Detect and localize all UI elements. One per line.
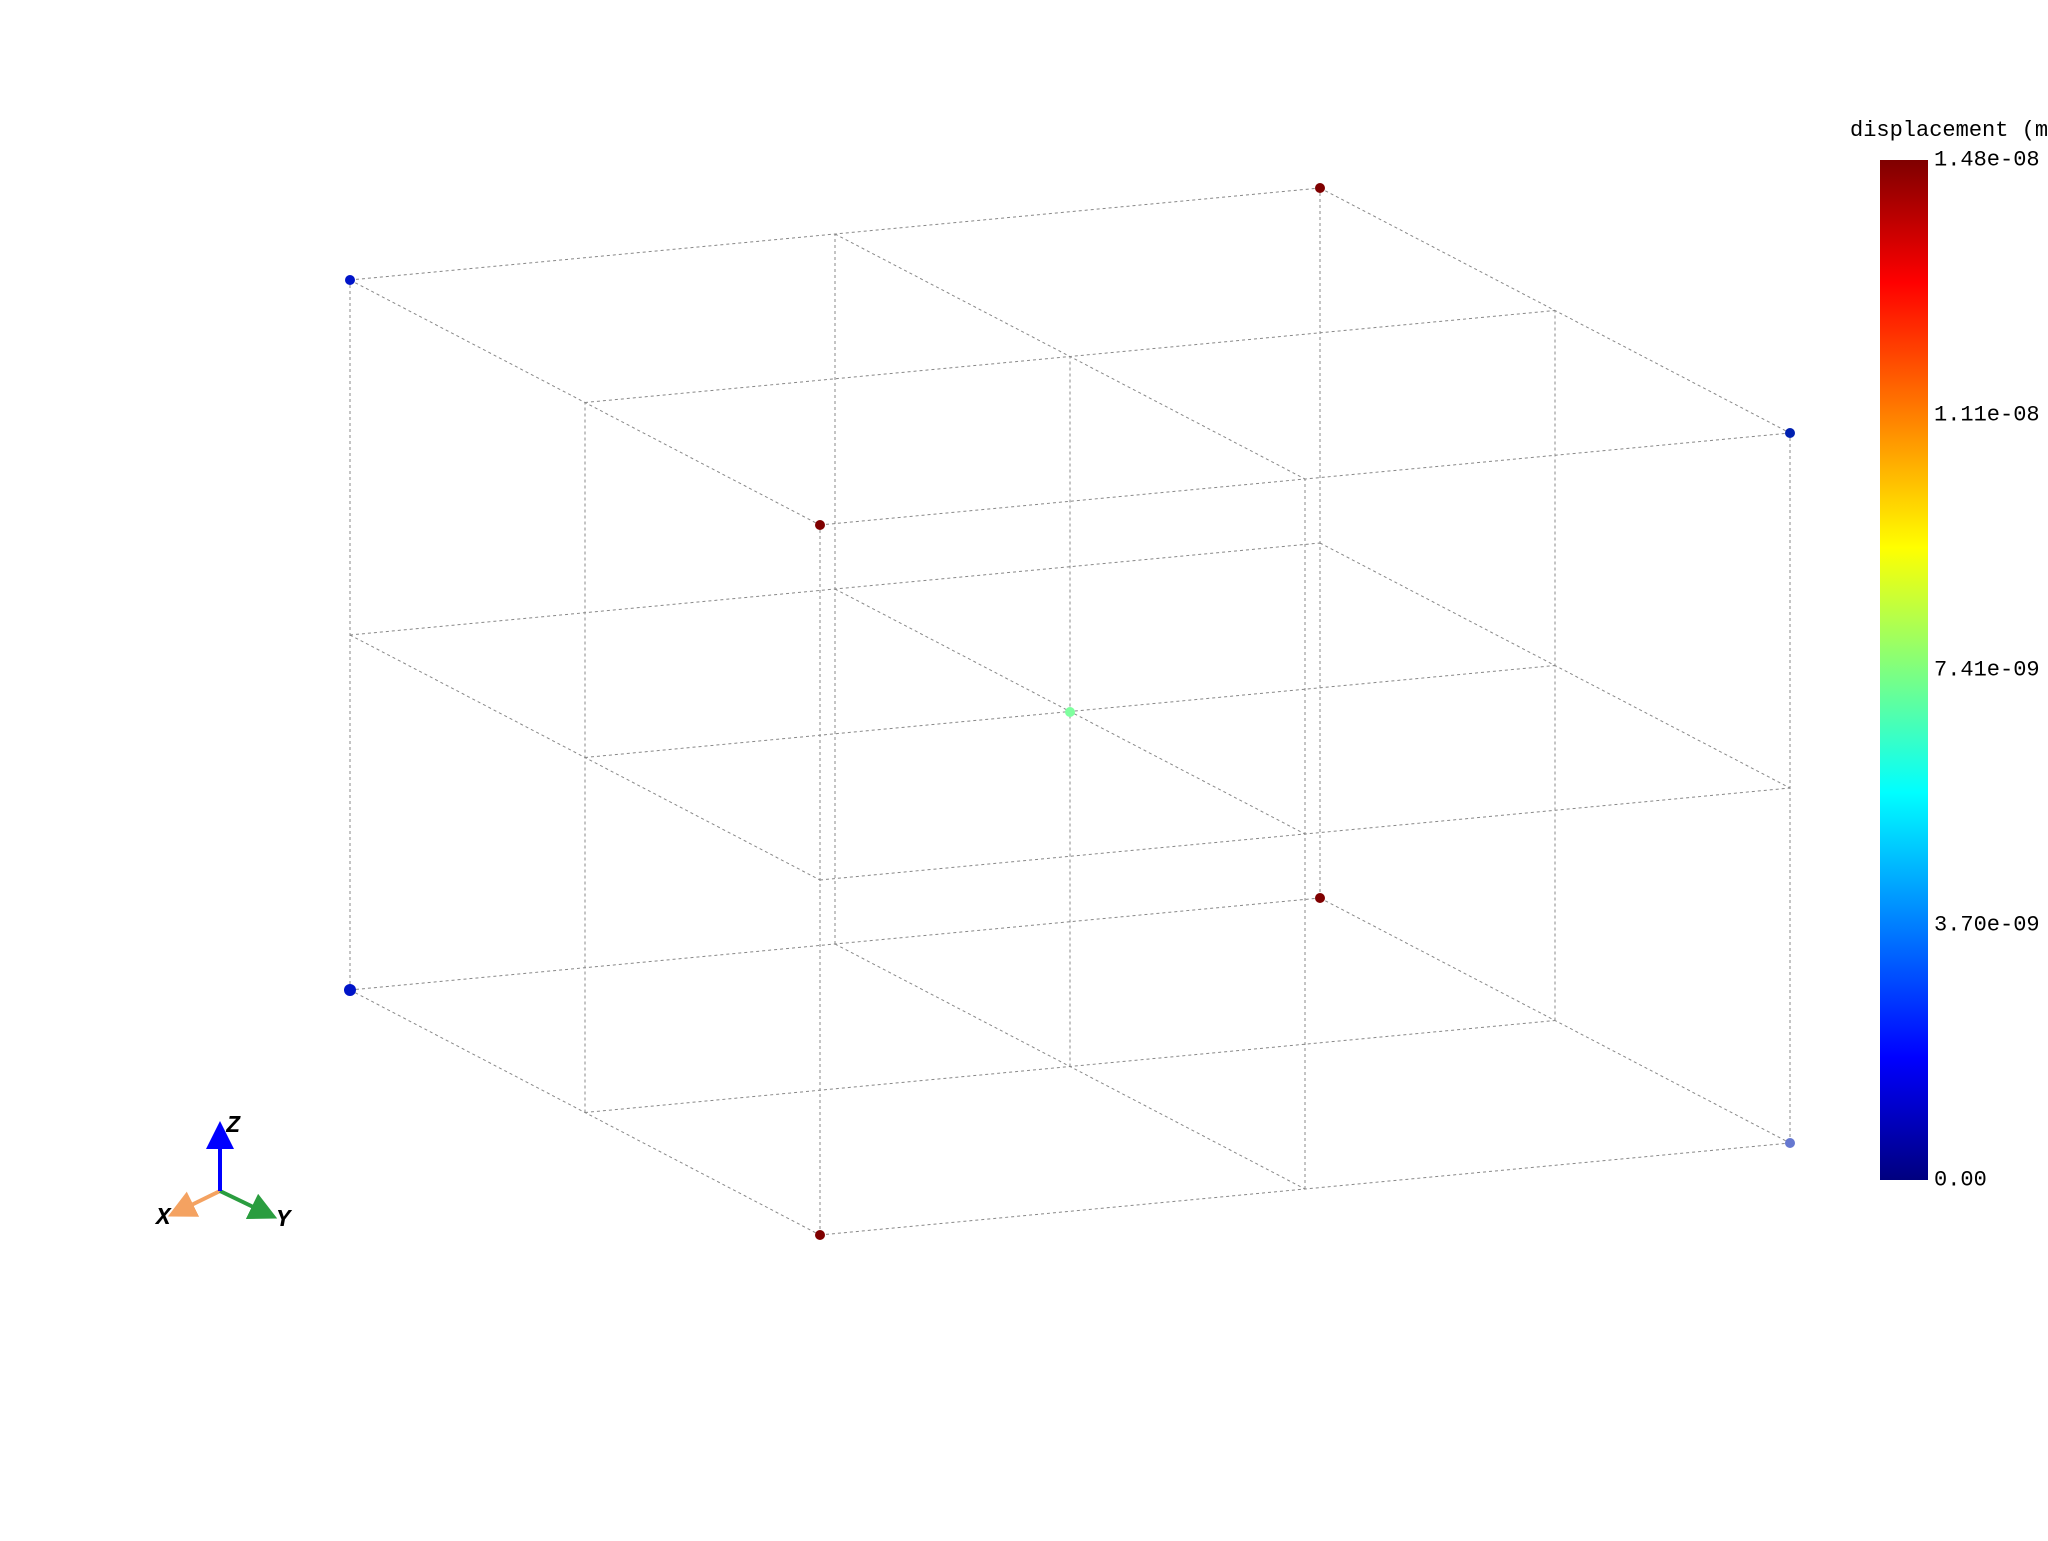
colorbar-tick-label: 1.48e-08 — [1934, 148, 2040, 173]
scene-viewport — [0, 0, 2048, 1536]
axis-triad: X Y Z — [120, 1091, 320, 1296]
colorbar: displacement (m) 0.003.70e-097.41e-091.1… — [1880, 160, 1928, 1185]
colorbar-tick-label: 1.11e-08 — [1934, 403, 2040, 428]
mesh-node — [1315, 893, 1325, 903]
colorbar-tick-label: 0.00 — [1934, 1168, 1987, 1193]
axis-z-label: Z — [226, 1113, 240, 1140]
mesh-node — [815, 1230, 825, 1240]
colorbar-gradient — [1880, 160, 1928, 1180]
axis-y-label: Y — [276, 1207, 290, 1234]
axis-x-arrow — [175, 1191, 220, 1213]
mesh-node — [815, 520, 825, 530]
mesh-node — [1785, 428, 1795, 438]
colorbar-title: displacement (m) — [1850, 118, 2048, 143]
wireframe-svg — [0, 0, 2048, 1536]
mesh-node — [1315, 183, 1325, 193]
axis-triad-svg — [120, 1091, 320, 1291]
mesh-node — [1785, 1138, 1795, 1148]
colorbar-tick-label: 3.70e-09 — [1934, 913, 2040, 938]
mesh-node — [1065, 707, 1075, 717]
mesh-node — [344, 984, 356, 996]
mesh-node — [345, 275, 355, 285]
axis-y-arrow — [220, 1191, 270, 1215]
colorbar-tick-label: 7.41e-09 — [1934, 658, 2040, 683]
axis-x-label: X — [156, 1205, 170, 1232]
